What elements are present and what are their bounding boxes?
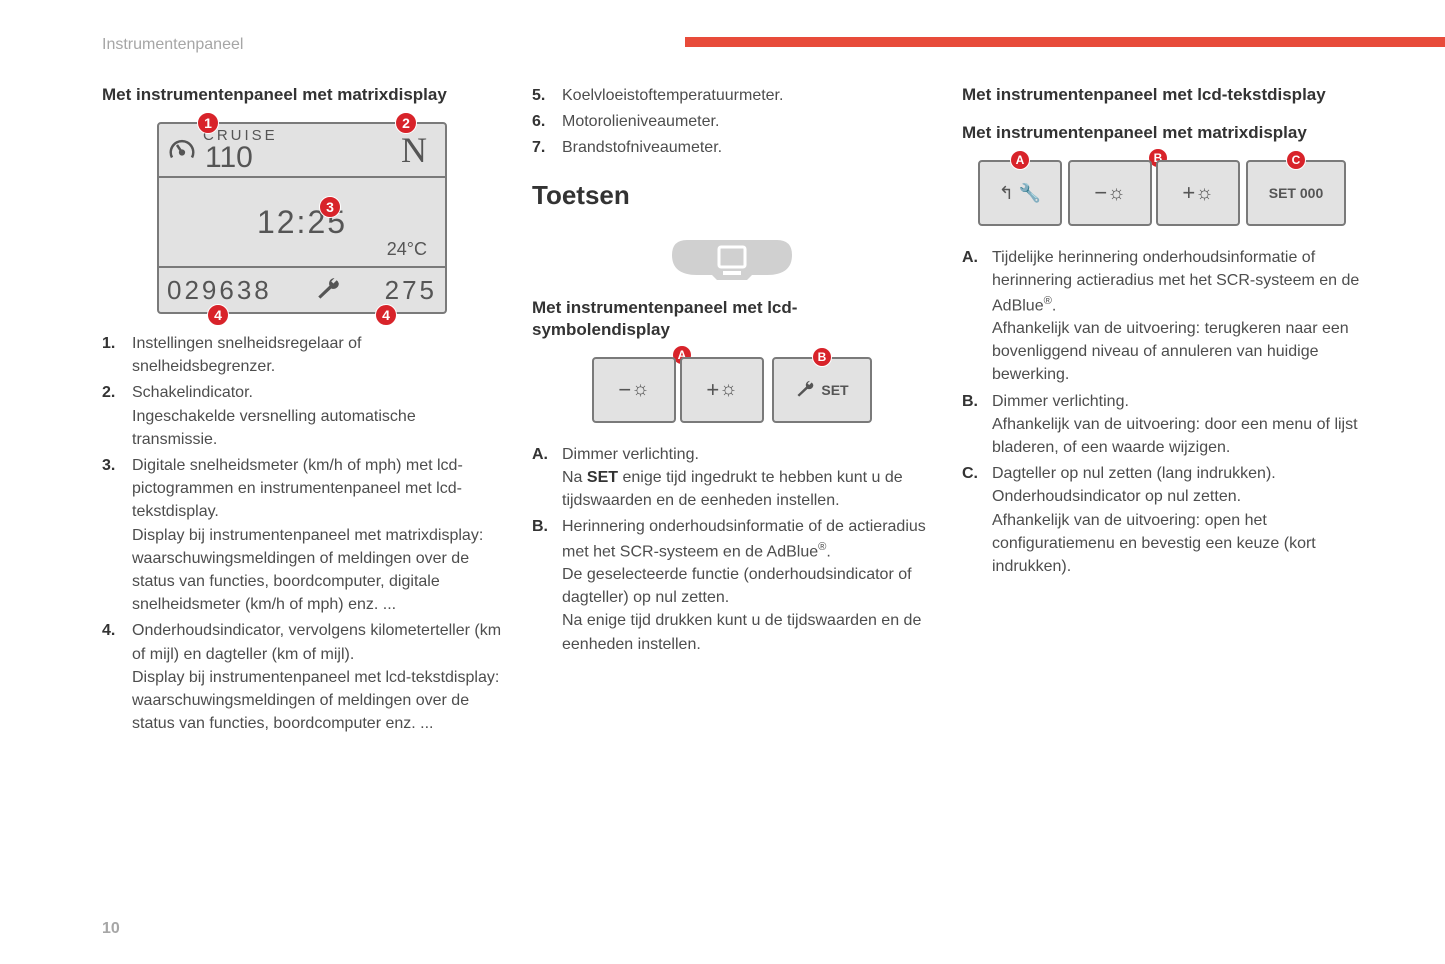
temperature-value: 24°C — [387, 239, 427, 260]
column-1: Met instrumentenpaneel met matrixdisplay… — [102, 84, 502, 738]
list-item: B.Dimmer verlichting.Afhankelijk van de … — [962, 390, 1362, 460]
dim-plus-button: +☼ — [680, 357, 764, 423]
col2-buttons: A −☼ +☼ B SET — [532, 357, 932, 423]
dim-minus-button: −☼ — [592, 357, 676, 423]
list-item: A.Tijdelijke herinnering onderhoudsinfor… — [962, 246, 1362, 386]
col3-buttons: A ↰ 🔧 B −☼ +☼ C SET 000 — [962, 160, 1362, 226]
badge-b: B — [812, 347, 832, 367]
trip-value: 275 — [385, 275, 437, 306]
badge-4b: 4 — [375, 304, 397, 326]
page-number: 10 — [102, 920, 120, 938]
set-button: B SET — [772, 357, 872, 423]
list-item: 4.Onderhoudsindicator, vervolgens kilome… — [102, 619, 502, 735]
wrench-icon — [315, 277, 341, 303]
wrench-icon — [795, 380, 815, 400]
col1-heading: Met instrumentenpaneel met matrixdisplay — [102, 84, 502, 106]
col1-list: 1.Instellingen snelheidsregelaar of snel… — [102, 332, 502, 735]
accent-strip — [685, 37, 1445, 47]
col3-heading2: Met instrumentenpaneel met matrixdisplay — [962, 122, 1362, 144]
list-item: 2.Schakelindicator.Ingeschakelde versnel… — [102, 381, 502, 451]
list-item: B.Herinnering onderhoudsinformatie of de… — [532, 515, 932, 655]
col2-ab-list: A.Dimmer verlichting.Na SET enige tijd i… — [532, 443, 932, 656]
odometer-value: 029638 — [167, 275, 272, 306]
list-item: 7.Brandstofniveaumeter. — [532, 136, 932, 159]
gauge-icon — [167, 135, 197, 165]
col3-list: A.Tijdelijke herinnering onderhoudsinfor… — [962, 246, 1362, 578]
cluster-icon — [662, 225, 802, 285]
list-item: 1.Instellingen snelheidsregelaar of snel… — [102, 332, 502, 378]
column-3: Met instrumentenpaneel met lcd-tekstdisp… — [962, 84, 1362, 738]
dim-plus-button: +☼ — [1156, 160, 1240, 226]
col2-subheading: Met instrumentenpaneel met lcd-symbolend… — [532, 297, 932, 341]
set-000-button: C SET 000 — [1246, 160, 1346, 226]
column-2: 5.Koelvloeistoftemperatuurmeter. 6.Motor… — [532, 84, 932, 738]
section-title-toetsen: Toetsen — [532, 180, 932, 211]
gear-indicator: N — [401, 129, 427, 171]
list-item: 5.Koelvloeistoftemperatuurmeter. — [532, 84, 932, 107]
matrix-display-figure: CRUISE 110 N 12:25 24°C 029638 275 1 2 3 — [157, 122, 447, 314]
col2-top-list: 5.Koelvloeistoftemperatuurmeter. 6.Motor… — [532, 84, 932, 160]
page-header: Instrumentenpaneel — [102, 36, 243, 54]
badge-c: C — [1286, 150, 1306, 170]
dim-minus-button: −☼ — [1068, 160, 1152, 226]
badge-4a: 4 — [207, 304, 229, 326]
list-item: C.Dagteller op nul zetten (lang indrukke… — [962, 462, 1362, 578]
badge-1: 1 — [197, 112, 219, 134]
back-wrench-button: A ↰ 🔧 — [978, 160, 1062, 226]
badge-a: A — [1010, 150, 1030, 170]
list-item: 3.Digitale snelheidsmeter (km/h of mph) … — [102, 454, 502, 616]
cruise-value: 110 — [205, 143, 278, 173]
list-item: 6.Motorolieniveaumeter. — [532, 110, 932, 133]
col3-heading1: Met instrumentenpaneel met lcd-tekstdisp… — [962, 84, 1362, 106]
badge-3: 3 — [319, 196, 341, 218]
list-item: A.Dimmer verlichting.Na SET enige tijd i… — [532, 443, 932, 513]
badge-2: 2 — [395, 112, 417, 134]
